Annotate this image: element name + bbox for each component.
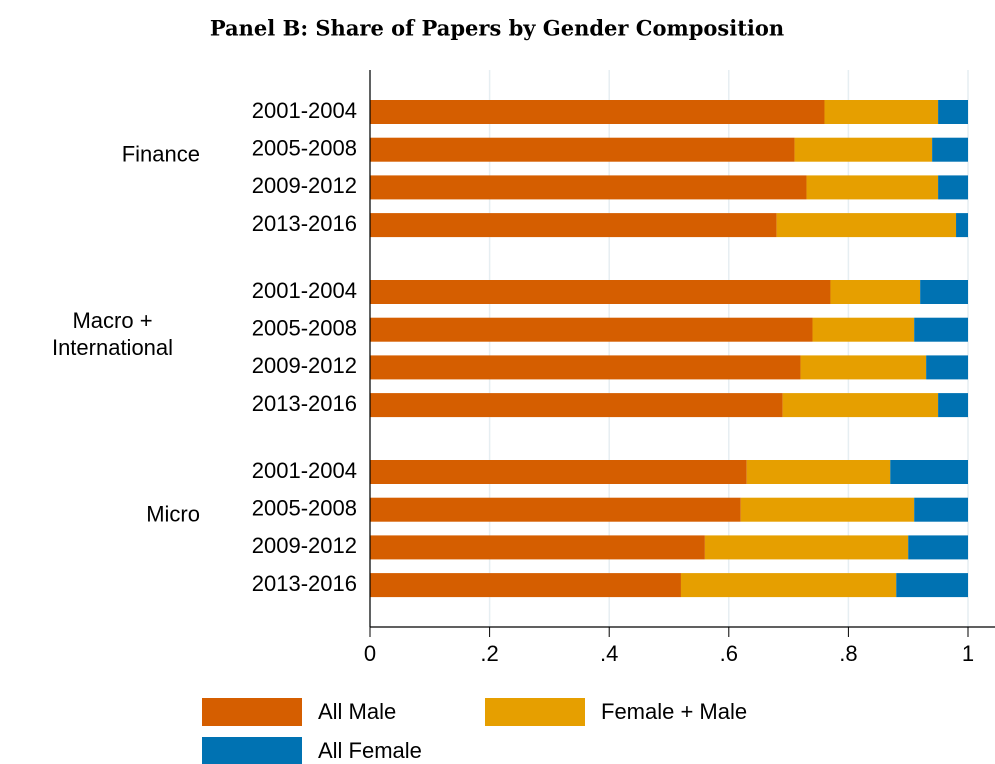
bar-segment	[890, 460, 968, 484]
bar-segment	[746, 460, 891, 484]
x-tick-label: 0	[364, 641, 376, 666]
x-tick-label: .6	[720, 641, 738, 666]
legend-swatch	[485, 698, 585, 726]
x-tick-label: 1	[962, 641, 974, 666]
bar-segment	[806, 175, 939, 200]
bar-segment	[740, 497, 915, 522]
bar-segment	[370, 393, 783, 418]
bar-segment	[704, 535, 909, 560]
x-tick-label: .2	[480, 641, 498, 666]
bar-segment	[824, 100, 939, 124]
chart-title: Panel B: Share of Papers by Gender Compo…	[210, 16, 784, 41]
bar-segment	[800, 355, 927, 380]
y-tick-label: 2013-2016	[252, 571, 357, 596]
bar-segment	[370, 460, 747, 484]
bar-segment	[830, 280, 921, 304]
bar-segment	[370, 280, 831, 304]
y-tick-label: 2009-2012	[252, 533, 357, 558]
bar-segment	[938, 100, 968, 124]
y-tick-label: 2013-2016	[252, 211, 357, 236]
bar-segment	[914, 497, 968, 522]
group-label: Finance	[121, 141, 200, 167]
group-label: Macro + International	[51, 307, 174, 360]
bar-segment	[680, 573, 897, 598]
y-tick-label: 2001-2004	[252, 458, 357, 483]
bar-segment	[932, 137, 968, 162]
bar-segment	[938, 393, 968, 418]
x-tick-label: .4	[600, 641, 618, 666]
y-tick-label: 2009-2012	[252, 353, 357, 378]
y-tick-label: 2001-2004	[252, 278, 357, 303]
bar-segment	[938, 175, 968, 200]
bar-segment	[920, 280, 968, 304]
x-tick-label: .8	[839, 641, 857, 666]
bar-segment	[370, 100, 825, 124]
y-tick-label: 2005-2008	[252, 136, 357, 161]
legend-swatch	[202, 737, 302, 764]
bar-segment	[370, 497, 741, 522]
bar-segment	[370, 355, 801, 380]
bar-segment	[370, 175, 807, 200]
y-tick-label: 2001-2004	[252, 98, 357, 123]
bar-segment	[370, 213, 777, 238]
y-tick-label: 2013-2016	[252, 391, 357, 416]
bar-segment	[794, 137, 933, 162]
y-tick-label: 2005-2008	[252, 316, 357, 341]
bar-segment	[956, 213, 968, 238]
bar-segment	[370, 137, 795, 162]
bar-segment	[370, 573, 681, 598]
legend-swatch	[202, 698, 302, 726]
legend-label: All Female	[318, 738, 422, 763]
legend-label: All Male	[318, 699, 396, 724]
y-tick-label: 2009-2012	[252, 173, 357, 198]
bar-segment	[926, 355, 968, 380]
bar-segment	[370, 535, 705, 560]
bar-segment	[896, 573, 968, 598]
legend-label: Female + Male	[601, 699, 747, 724]
y-tick-label: 2005-2008	[252, 496, 357, 521]
bar-segment	[370, 317, 813, 342]
bar-segment	[782, 393, 939, 418]
group-label: Micro	[146, 501, 200, 527]
bar-segment	[908, 535, 968, 560]
bar-segment	[914, 317, 968, 342]
bar-segment	[812, 317, 915, 342]
bar-segment	[776, 213, 957, 238]
